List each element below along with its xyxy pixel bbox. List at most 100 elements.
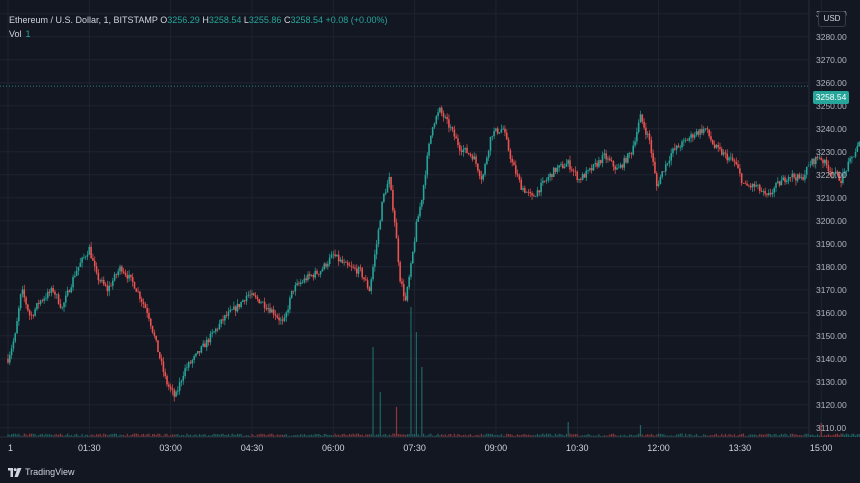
volume-bar [132,434,134,437]
candle-body [23,289,26,298]
volume-bar [294,435,296,437]
candle [162,357,165,377]
candle [298,280,300,286]
candle [377,227,380,248]
volume-bar [627,435,629,437]
candle [439,106,441,114]
candle [614,164,616,174]
candle [352,263,354,269]
volume-bar [493,435,495,437]
candle [730,152,732,161]
candle [661,170,663,180]
candle-body [175,391,177,397]
candle [549,172,551,182]
volume-bar [578,435,580,437]
candle-body [345,262,347,263]
candle [254,292,257,300]
candle [187,360,190,371]
candle [457,134,459,148]
candle-body [34,309,36,316]
candle [500,124,503,134]
candle [838,171,841,182]
candle [312,273,315,281]
tradingview-brand[interactable]: TradingView [8,465,75,479]
volume-bar [768,433,770,437]
candle-body [406,286,409,301]
volume-bar [509,434,511,437]
volume-bar [365,434,367,437]
candle-body [574,171,577,172]
volume-bar [782,434,784,437]
volume-bar [818,435,820,437]
candle [110,282,112,287]
candle-body [697,131,700,135]
candle-body [422,185,425,200]
volume-bar [480,433,483,437]
candle [144,302,147,309]
time-axis[interactable]: 1 01:30 03:00 04:30 06:00 07:30 09:00 10:30 12:0… [8,443,832,453]
candle-body [431,127,434,136]
volume-bar [733,434,736,437]
candle-body [793,173,795,178]
price-axis[interactable]: 3110.00 3120.00 3130.00 3140.00 3150.00 3160.… [816,9,847,433]
candle-body [818,157,821,159]
volume-bar [251,433,253,437]
currency-button[interactable]: USD [818,11,846,27]
candle [811,158,813,167]
candle [146,303,148,318]
candle-body [625,158,627,163]
volume-bar [236,433,239,437]
candle-body [299,282,302,284]
candle [740,172,743,186]
candle [84,255,87,260]
candle-body [505,132,508,140]
candle-body [193,356,195,360]
candle-body [852,156,855,158]
candle [122,267,125,275]
candle-body [417,216,420,222]
candle [780,175,783,186]
candle-body [451,127,454,130]
candle-body [720,148,723,155]
candle [822,158,824,169]
volume-bar [50,434,52,437]
candle-body [157,340,159,353]
price-tick-label: 3120.00 [816,400,847,410]
candle-body [789,177,792,178]
volume-bar [643,435,645,437]
volume-bar [325,434,327,437]
candle [578,178,580,183]
candle-body [112,280,114,286]
volume-label[interactable]: Vol [9,29,22,39]
candle [804,170,806,183]
volume-bar [433,435,436,437]
candle [130,274,132,281]
volume-bar [652,434,654,437]
volume-bar [97,434,99,437]
candle [704,128,707,132]
volume-bar [470,434,472,437]
volume-bar [48,434,51,437]
volume-bar [217,434,219,437]
candle-body [57,294,60,304]
volume-bar [238,434,240,437]
volume-bar [788,435,790,437]
candle [668,156,671,168]
candle-body [791,173,794,178]
volume-bar [654,435,656,437]
candle-body [247,294,250,296]
volume-bar [63,435,65,437]
symbol-title[interactable]: Ethereum / U.S. Dollar, 1, BITSTAMP [9,15,158,25]
candle [798,172,801,180]
price-tick-label: 3180.00 [816,262,847,272]
candle [348,261,351,267]
volume-bar [412,434,414,437]
volume-bar [368,434,371,437]
candle-body [341,259,344,263]
volume-bar [432,435,434,437]
volume-bar [204,434,206,437]
candle-body [14,333,17,342]
candle [652,149,654,166]
volume-bar [820,423,822,437]
